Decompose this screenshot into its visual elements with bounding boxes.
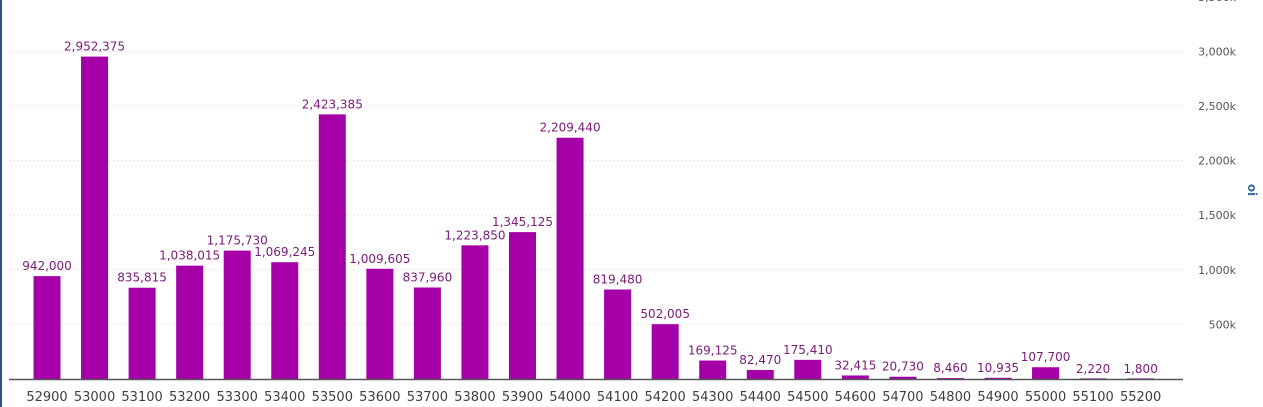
data-label-54900: 10,935: [977, 361, 1019, 375]
data-label-54700: 20,730: [882, 360, 924, 374]
bar-54000[interactable]: [556, 137, 584, 379]
bar-54900[interactable]: [984, 377, 1012, 379]
bar-53100[interactable]: [128, 287, 156, 379]
x-tick-label-53200: 53200: [169, 390, 210, 405]
y-tick-label: 2,000k: [1198, 155, 1236, 168]
data-label-55100: 2,220: [1076, 362, 1110, 376]
bar-52900[interactable]: [33, 276, 61, 379]
x-tick-label-54300: 54300: [692, 390, 733, 405]
x-tick-label-54400: 54400: [740, 390, 781, 405]
y-axis-title: oi: [1245, 184, 1259, 196]
bar-53900[interactable]: [509, 232, 536, 379]
data-label-53200: 1,038,015: [159, 249, 220, 263]
bar-53000[interactable]: [81, 56, 109, 380]
x-tick-label-54100: 54100: [597, 390, 638, 405]
x-axis-ticks: 52900 53000 53100 53200 53300 53400 53500 53600…: [26, 390, 1161, 405]
bar-54200[interactable]: [651, 324, 679, 379]
x-tick-label-55100: 55100: [1072, 390, 1113, 405]
x-tick-label-54700: 54700: [882, 390, 923, 405]
x-tick-label-53800: 53800: [454, 390, 495, 405]
bar-55100[interactable]: [1079, 378, 1107, 379]
y-tick-label: 500k: [1209, 318, 1237, 331]
bar-54800[interactable]: [936, 378, 964, 379]
data-labels: 942,000 2,952,375 835,815 1,038,0151,175,73…: [22, 40, 1158, 376]
data-label-55200: 1,800: [1123, 362, 1157, 376]
data-label-54200: 502,005: [640, 307, 690, 321]
data-label-54400: 82,470: [739, 353, 781, 367]
x-tick-label-53300: 53300: [217, 390, 258, 405]
data-label-54000: 2,209,440: [540, 121, 601, 135]
x-tick-label-55200: 55200: [1120, 390, 1161, 405]
x-tick-label-54600: 54600: [835, 390, 876, 405]
data-label-53600: 1,009,605: [349, 252, 410, 266]
bar-53300[interactable]: [223, 250, 251, 379]
bar-55000[interactable]: [1032, 367, 1060, 379]
bar-53600[interactable]: [366, 268, 394, 379]
bar-53700[interactable]: [413, 287, 441, 379]
x-tick-label-53900: 53900: [502, 390, 543, 405]
data-label-54600: 32,415: [834, 358, 876, 372]
data-label-54300: 169,125: [688, 344, 738, 358]
x-tick-label-53700: 53700: [407, 390, 448, 405]
x-tick-label-55000: 55000: [1025, 390, 1066, 405]
data-label-53000: 2,952,375: [64, 40, 125, 54]
data-label-53900: 1,345,125: [492, 215, 553, 229]
y-tick-label: 2,500k: [1198, 100, 1236, 113]
x-tick-label-53500: 53500: [312, 390, 353, 405]
data-label-53400: 1,069,245: [254, 245, 315, 259]
data-label-52900: 942,000: [22, 259, 72, 273]
bar-54600[interactable]: [841, 375, 869, 379]
x-tick-label-53600: 53600: [359, 390, 400, 405]
bar-53400[interactable]: [271, 262, 299, 379]
bar-53500[interactable]: [318, 114, 346, 379]
bar-54500[interactable]: [794, 359, 822, 379]
data-label-53700: 837,960: [403, 270, 453, 284]
data-label-53800: 1,223,850: [444, 228, 505, 242]
y-axis-ticks: 500k 1,000k 1,500k 2,000k 2,500k 3,000k 3,500k: [1198, 0, 1236, 331]
bar-53800[interactable]: [461, 245, 489, 379]
bar-54700[interactable]: [889, 376, 917, 379]
x-tick-label-54200: 54200: [644, 390, 685, 405]
bar-54300[interactable]: [699, 360, 727, 379]
y-tick-label: 1,500k: [1198, 209, 1236, 222]
x-tick-label-53000: 53000: [74, 390, 115, 405]
data-label-53300: 1,175,730: [207, 234, 268, 248]
x-tick-label-54800: 54800: [930, 390, 971, 405]
x-tick-label-53100: 53100: [121, 390, 162, 405]
x-tick-label-53400: 53400: [264, 390, 305, 405]
y-tick-label: 1,000k: [1198, 264, 1236, 277]
data-label-53100: 835,815: [117, 271, 167, 285]
data-label-54800: 8,460: [933, 361, 967, 375]
legend-placeholder-box: [568, 0, 730, 18]
x-tick-label-54000: 54000: [549, 390, 590, 405]
bars: [33, 56, 1155, 380]
x-tick-label-54900: 54900: [977, 390, 1018, 405]
y-tick-label: 3,000k: [1198, 45, 1236, 58]
data-label-54100: 819,480: [593, 273, 643, 287]
data-label-55000: 107,700: [1021, 350, 1071, 364]
bar-54400[interactable]: [746, 369, 774, 379]
x-tick-label-54500: 54500: [787, 390, 828, 405]
bar-53200[interactable]: [176, 265, 204, 379]
bar-54100[interactable]: [604, 289, 632, 379]
bar-55200[interactable]: [1127, 378, 1155, 379]
x-tick-label-52900: 52900: [26, 390, 67, 405]
data-label-54500: 175,410: [783, 343, 833, 357]
y-tick-label: 3,500k: [1198, 0, 1236, 4]
data-label-53500: 2,423,385: [302, 97, 363, 111]
